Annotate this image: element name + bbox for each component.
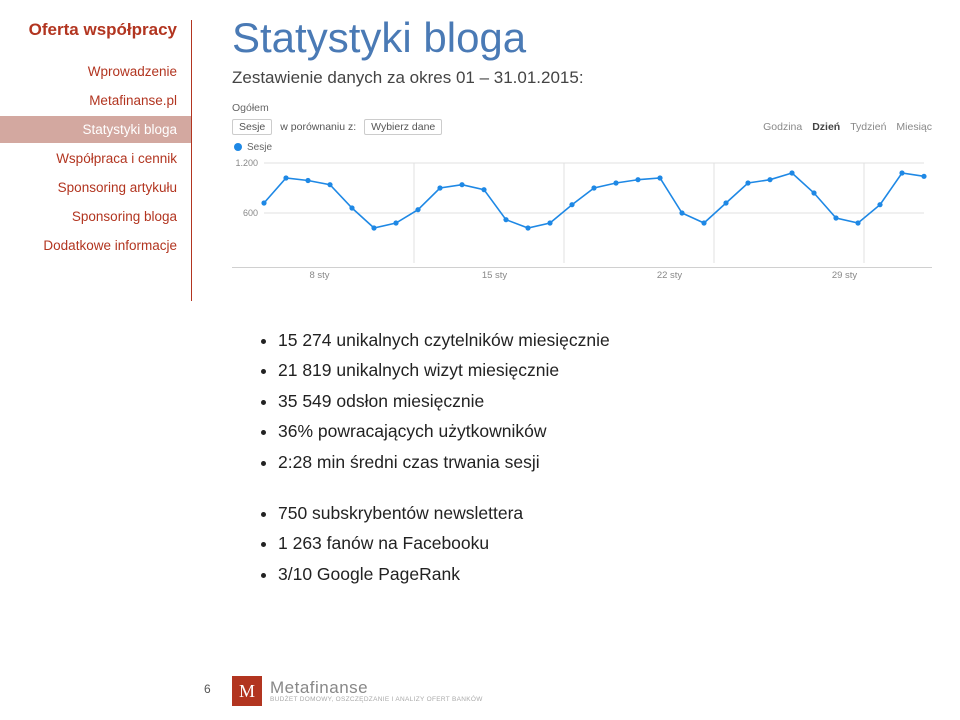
chart-overall-label: Ogółem: [232, 102, 932, 114]
sidebar-title: Oferta współpracy: [0, 20, 191, 58]
analytics-chart: Ogółem Sesje w porównaniu z: Wybierz dane …: [232, 102, 932, 281]
page-title: Statystyki bloga: [232, 14, 932, 62]
sidebar-item-4[interactable]: Sponsoring artykułu: [0, 174, 191, 201]
chart-right-control-3[interactable]: Miesiąc: [896, 121, 932, 133]
legend-dot-icon: [234, 143, 242, 151]
stat-item: 750 subskrybentów newslettera: [278, 498, 932, 529]
logo-name: Metafinanse: [270, 679, 483, 697]
sidebar-item-2[interactable]: Statystyki bloga: [0, 116, 191, 143]
sidebar-item-6[interactable]: Dodatkowe informacje: [0, 232, 191, 259]
stat-item: 36% powracających użytkowników: [278, 416, 932, 447]
chart-right-controls: Godzina Dzień Tydzień Miesiąc: [753, 121, 932, 133]
stat-item: 21 819 unikalnych wizyt miesięcznie: [278, 355, 932, 386]
page-number: 6: [204, 682, 211, 696]
chart-left-control-1[interactable]: w porównaniu z:: [276, 121, 360, 133]
chart-left-control-0[interactable]: Sesje: [232, 119, 272, 135]
sidebar: Oferta współpracy WprowadzenieMetafinans…: [0, 20, 192, 301]
chart-right-control-2[interactable]: Tydzień: [850, 121, 886, 133]
chart-right-control-0[interactable]: Godzina: [763, 121, 802, 133]
x-axis-label: 29 sty: [757, 270, 932, 281]
stats-list-secondary: 750 subskrybentów newslettera1 263 fanów…: [260, 498, 932, 590]
stat-item: 35 549 odsłon miesięcznie: [278, 386, 932, 417]
chart-left-controls: Sesje w porównaniu z: Wybierz dane: [232, 121, 753, 133]
sidebar-item-5[interactable]: Sponsoring bloga: [0, 203, 191, 230]
legend-label: Sesje: [247, 142, 272, 153]
chart-left-control-2[interactable]: Wybierz dane: [364, 119, 442, 135]
svg-text:600: 600: [243, 208, 258, 218]
svg-text:1.200: 1.200: [235, 158, 258, 168]
sidebar-item-0[interactable]: Wprowadzenie: [0, 58, 191, 85]
sidebar-item-1[interactable]: Metafinanse.pl: [0, 87, 191, 114]
sidebar-item-3[interactable]: Współpraca i cennik: [0, 145, 191, 172]
stat-item: 2:28 min średni czas trwania sesji: [278, 447, 932, 478]
stat-item: 3/10 Google PageRank: [278, 559, 932, 590]
logo-mark: M: [232, 676, 262, 706]
subtitle: Zestawienie danych za okres 01 – 31.01.2…: [232, 68, 932, 88]
x-axis-label: 8 sty: [232, 270, 407, 281]
main-content: Statystyki bloga Zestawienie danych za o…: [232, 14, 932, 590]
chart-legend: Sesje: [234, 142, 272, 153]
stat-item: 1 263 fanów na Facebooku: [278, 528, 932, 559]
x-axis-label: 15 sty: [407, 270, 582, 281]
logo-tagline: BUDŻET DOMOWY, OSZCZĘDZANIE I ANALIZY OF…: [270, 697, 483, 704]
x-axis-label: 22 sty: [582, 270, 757, 281]
footer-logo: M Metafinanse BUDŻET DOMOWY, OSZCZĘDZANI…: [232, 676, 483, 706]
chart-right-control-1[interactable]: Dzień: [812, 121, 840, 133]
stat-item: 15 274 unikalnych czytelników miesięczni…: [278, 325, 932, 356]
stats-list-primary: 15 274 unikalnych czytelników miesięczni…: [260, 325, 932, 478]
chart-svg: 600 1.200: [232, 157, 932, 267]
chart-controls: Sesje w porównaniu z: Wybierz dane Godzina…: [232, 118, 932, 138]
chart-x-axis: 8 sty15 sty22 sty29 sty: [232, 267, 932, 281]
